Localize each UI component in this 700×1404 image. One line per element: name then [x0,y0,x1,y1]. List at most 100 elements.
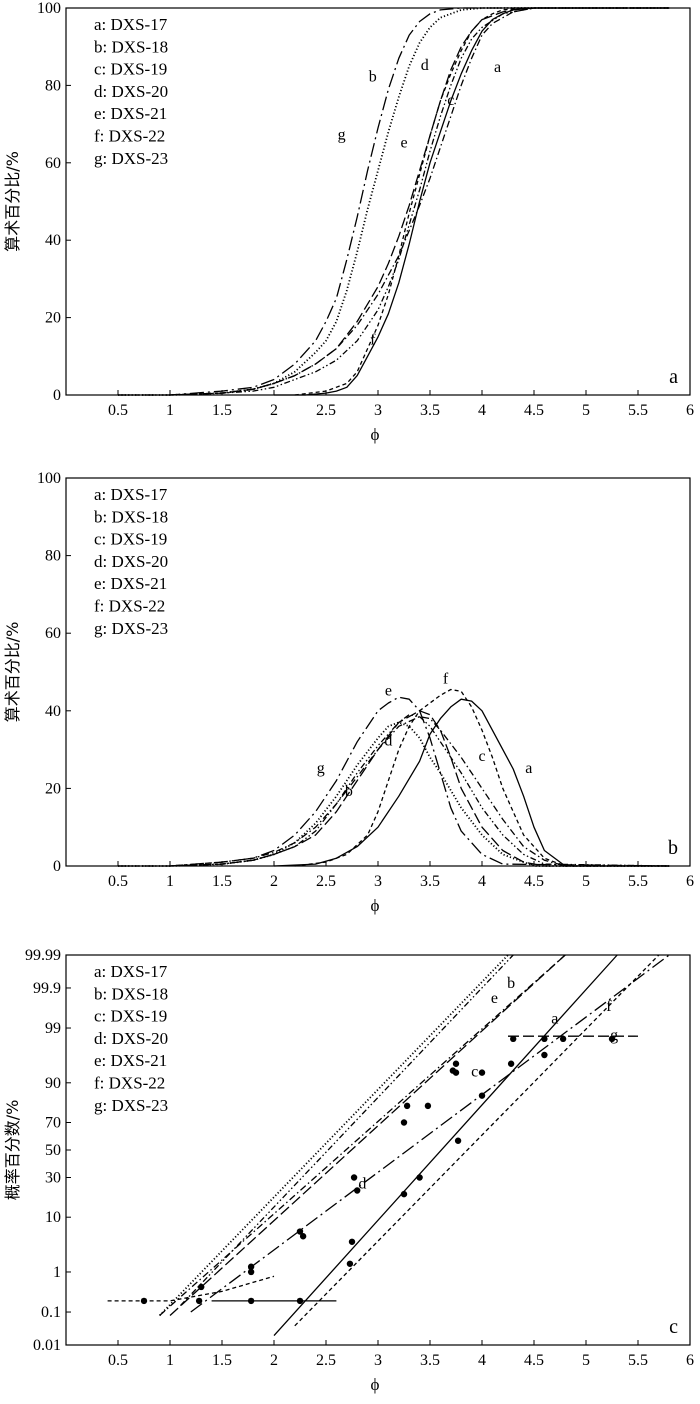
y-tick-label: 99.99 [25,947,61,964]
y-tick-label: 0.01 [33,1337,61,1354]
y-tick-label: 40 [45,232,61,249]
series-line-g [118,696,670,867]
y-axis-label: 算术百分比/% [3,622,22,723]
data-point [424,1102,432,1110]
data-point [478,1092,486,1099]
data-point [247,1297,255,1305]
data-point [195,1297,203,1305]
y-tick-label: 20 [45,310,61,327]
data-point [608,1035,616,1043]
curve-label-f: f [606,998,612,1015]
data-point [449,1067,457,1074]
legend-entry: b: DXS-18 [94,984,168,1003]
legend-entry: e: DXS-21 [94,574,167,593]
y-tick-label: 90 [45,1075,61,1092]
data-point [350,1174,358,1181]
x-tick-label: 5.5 [628,402,648,419]
x-tick-label: 3 [374,402,382,419]
data-point [416,1174,423,1181]
x-axis-label: ϕ [371,425,380,444]
curve-label-c: c [471,1063,478,1080]
y-tick-label: 0 [53,387,61,404]
data-point [541,1035,548,1043]
series-line-b [118,721,670,867]
data-point [510,1035,517,1043]
curve-label-b: b [369,69,377,86]
curve-label-e: e [491,990,498,1007]
x-tick-label: 2 [270,402,278,419]
x-tick-label: 6 [686,402,694,419]
series-line-c [118,715,670,867]
series-line-a [273,954,618,1337]
data-point [559,1035,567,1043]
data-point [247,1268,255,1276]
y-tick-label: 0 [53,858,61,875]
series-line-e [169,7,670,396]
y-tick-label: 1 [53,1264,61,1281]
curve-label-d: d [358,1176,366,1193]
curve-label-g: g [317,760,325,777]
x-tick-label: 4.5 [524,1352,544,1369]
chart-panel-a: 0.5 1 1.5 2 2.5 3 3.5 4 4.5 5 5.5 6020406080100ϕ算术百… [3,0,694,444]
curve-label-a: a [494,59,501,76]
data-point [296,1228,304,1235]
data-point [507,1060,515,1067]
series-line-c [118,7,670,396]
y-axis-label: 算术百分比/% [3,151,22,252]
x-axis-label: ϕ [371,1375,380,1394]
x-axis-label: ϕ [371,896,380,915]
curve-label-g: g [610,1027,618,1044]
y-tick-label: 20 [45,780,61,797]
x-tick-label: 1.5 [212,402,232,419]
data-point [454,1137,462,1144]
data-point [400,1119,408,1126]
legend-entry: f: DXS-22 [94,127,165,146]
x-tick-label: 3.5 [420,873,440,890]
series-line-b [158,954,509,1317]
curve-label-f: f [443,671,449,688]
series-line-f [294,7,670,396]
series-line-g [190,954,670,1313]
x-tick-label: 0.5 [108,402,128,419]
x-tick-label: 4 [478,402,486,419]
curve-label-a: a [525,760,532,777]
data-point [247,1263,255,1270]
y-tick-label: 40 [45,703,61,720]
data-point [296,1297,304,1305]
y-axis-label: 概率百分数/% [3,1100,22,1201]
y-tick-label: 80 [45,548,61,565]
x-tick-label: 6 [686,873,694,890]
curve-label-g: g [338,127,346,144]
legend-entry: c: DXS-19 [94,530,167,549]
legend-entry: c: DXS-19 [94,60,167,79]
x-tick-label: 5 [582,402,590,419]
y-tick-label: 30 [45,1169,61,1186]
curve-label-d: d [384,733,392,750]
curve-label-b: b [507,975,515,992]
x-tick-label: 1 [166,1352,174,1369]
y-tick-label: 50 [45,1142,61,1159]
x-tick-label: 1 [166,873,174,890]
y-tick-label: 100 [37,0,61,17]
legend-entry: f: DXS-22 [94,597,165,616]
legend-entry: b: DXS-18 [94,37,168,56]
x-tick-label: 5.5 [628,1352,648,1369]
chart-panel-b: 0.5 1 1.5 2 2.5 3 3.5 4 4.5 5 5.5 6020406080100ϕ算术百… [3,470,694,915]
curve-label-f: f [370,332,376,349]
x-tick-label: 3.5 [420,402,440,419]
x-tick-label: 1 [166,402,174,419]
y-tick-label: 60 [45,155,61,172]
legend-entry: d: DXS-20 [94,82,168,101]
data-point [478,1069,486,1076]
series-line-d [169,7,670,396]
y-tick-label: 60 [45,625,61,642]
x-tick-label: 3 [374,1352,382,1369]
series-line-d [179,954,514,1307]
x-tick-label: 0.5 [108,873,128,890]
curve-label-d: d [421,57,429,74]
x-tick-label: 4 [478,873,486,890]
legend-entry: d: DXS-20 [94,1029,168,1048]
legend-entry: f: DXS-22 [94,1074,165,1093]
y-tick-label: 0.1 [41,1304,61,1321]
y-tick-label: 70 [45,1115,61,1132]
